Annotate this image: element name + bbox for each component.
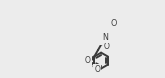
Text: O: O bbox=[104, 42, 110, 51]
Text: N: N bbox=[103, 33, 108, 41]
Text: O: O bbox=[110, 19, 117, 28]
Text: O: O bbox=[94, 65, 100, 74]
Text: O: O bbox=[84, 56, 90, 65]
